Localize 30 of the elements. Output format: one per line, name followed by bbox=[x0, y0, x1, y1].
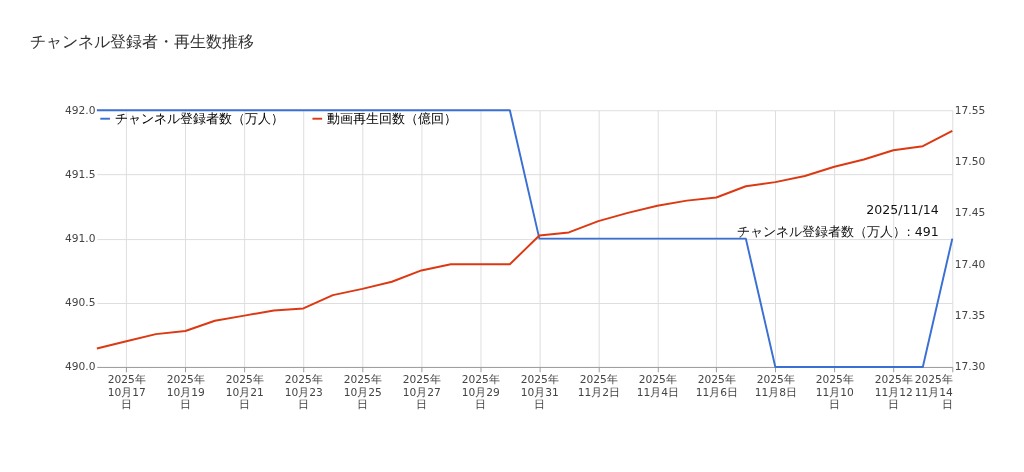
annotation: 2025/11/14 チャンネル登録者数（万人）: 491 bbox=[737, 202, 939, 239]
y2-tick-label: 17.35 bbox=[954, 309, 986, 322]
x-tick-label: 2025年 10月19 日 bbox=[166, 372, 206, 412]
x-tick-label: 2025年 11月14 日 bbox=[914, 372, 954, 412]
x-tick-label: 2025年 10月17 日 bbox=[107, 372, 146, 412]
y-tick-label: 492.0 bbox=[64, 103, 96, 117]
x-tick-label: 2025年 11月4日 bbox=[636, 372, 679, 399]
legend-label: 動画再生回数（億回） bbox=[327, 110, 458, 126]
legend-label: チャンネル登録者数（万人） bbox=[115, 110, 285, 126]
x-tick-label: 2025年 10月25 日 bbox=[343, 372, 382, 412]
x-tick-label: 2025年 11月6日 bbox=[695, 372, 738, 399]
y-tick-label: 490.0 bbox=[64, 360, 96, 374]
y-tick-label: 491.5 bbox=[64, 167, 96, 181]
x-tick-label: 2025年 11月10 日 bbox=[815, 372, 855, 412]
y-tick-label: 490.5 bbox=[64, 296, 96, 310]
y-tick-label: 491.0 bbox=[64, 231, 96, 245]
x-tick-label: 2025年 10月31 日 bbox=[520, 372, 559, 412]
y2-tick-label: 17.55 bbox=[954, 103, 986, 117]
x-tick-label: 2025年 11月8日 bbox=[754, 372, 797, 399]
y2-tick-label: 17.45 bbox=[954, 206, 986, 220]
x-tick-label: 2025年 10月27 日 bbox=[402, 372, 441, 412]
x-tick-label: 2025年 11月12 日 bbox=[874, 372, 913, 412]
y2-tick-label: 17.40 bbox=[954, 257, 986, 271]
chart-title: チャンネル登録者・再生数推移 bbox=[29, 32, 254, 52]
x-tick-label: 2025年 11月2日 bbox=[577, 372, 620, 399]
x-tick-label: 2025年 10月23 日 bbox=[284, 372, 323, 412]
y2-tick-label: 17.30 bbox=[954, 360, 986, 374]
x-tick-label: 2025年 10月29 日 bbox=[461, 372, 501, 412]
x-tick-label: 2025年 10月21 日 bbox=[225, 372, 264, 412]
y2-tick-label: 17.50 bbox=[954, 154, 986, 168]
